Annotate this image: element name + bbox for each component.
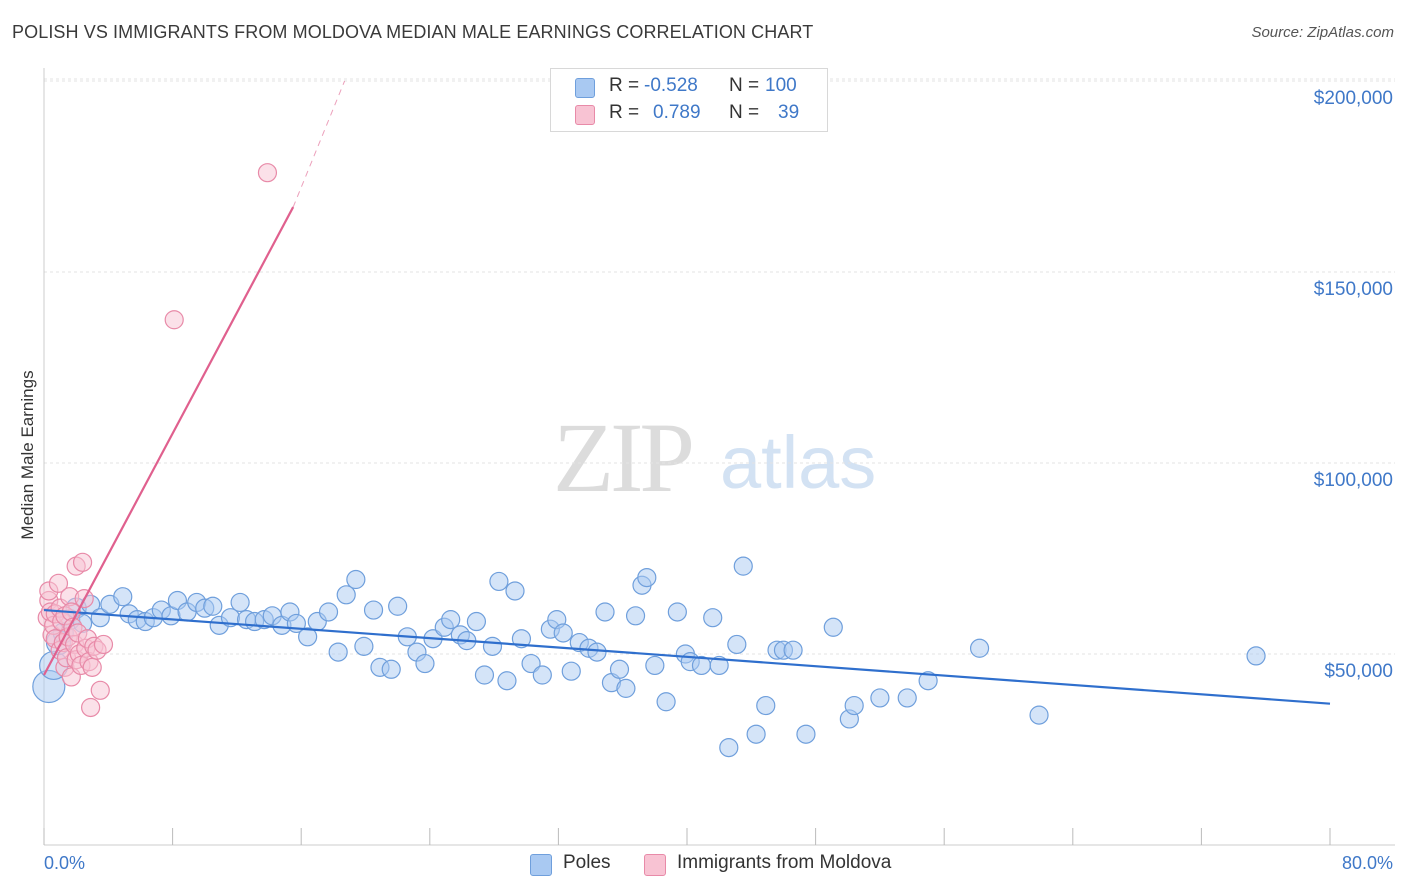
point-poles xyxy=(709,655,729,676)
legend-n-value: 100 xyxy=(765,75,797,96)
point-poles xyxy=(870,688,890,708)
point-poles xyxy=(113,587,133,607)
y-tick-label: $100,000 xyxy=(1314,470,1393,491)
point-moldova xyxy=(257,163,278,183)
point-poles xyxy=(756,695,776,716)
point-poles xyxy=(918,671,938,691)
point-poles xyxy=(203,596,223,616)
legend-n-value: 39 xyxy=(778,102,800,123)
point-poles xyxy=(1246,646,1266,666)
y-tick-label: $200,000 xyxy=(1314,88,1393,109)
point-poles xyxy=(645,655,665,676)
point-poles xyxy=(415,653,435,674)
point-poles xyxy=(733,556,753,576)
bottom-legend-swatch-poles xyxy=(530,854,552,876)
tick-labels: $50,000 $100,000 $150,000 $200,000 0.0% 80.0% xyxy=(44,88,1393,873)
point-poles xyxy=(505,581,525,601)
y-tick-label: $150,000 xyxy=(1314,279,1393,300)
x-tick-label-min: 0.0% xyxy=(44,853,85,873)
point-moldova xyxy=(48,573,69,593)
legend-row-moldova: R = 0.789 N = 39 xyxy=(551,102,827,128)
bottom-legend-label-poles: Poles xyxy=(563,852,611,873)
point-poles xyxy=(521,653,541,674)
legend-n-label: N = xyxy=(729,75,760,96)
point-poles xyxy=(616,678,636,698)
point-poles xyxy=(230,592,250,613)
point-moldova xyxy=(164,310,184,330)
point-moldova xyxy=(81,697,101,718)
point-poles xyxy=(553,623,573,643)
point-poles xyxy=(489,571,509,592)
point-poles xyxy=(727,634,747,655)
point-poles xyxy=(844,695,864,716)
point-moldova xyxy=(82,657,102,677)
point-poles xyxy=(783,640,803,660)
point-poles xyxy=(318,602,339,622)
legend-r-label: R = xyxy=(609,102,640,123)
point-poles xyxy=(497,671,517,691)
trend-lines xyxy=(43,80,1331,705)
point-poles xyxy=(388,596,408,616)
point-moldova xyxy=(72,552,93,572)
axes xyxy=(43,68,1395,846)
legend-row-poles: R = -0.528 N = 100 xyxy=(551,75,827,101)
legend-swatch-poles xyxy=(575,78,595,98)
point-poles xyxy=(1029,705,1049,725)
watermark-zip: ZIP xyxy=(553,402,695,513)
bottom-legend-swatch-moldova xyxy=(644,854,666,876)
point-poles xyxy=(363,600,384,620)
legend-swatch-moldova xyxy=(575,105,595,125)
y-tick-label: $50,000 xyxy=(1324,661,1393,682)
point-poles xyxy=(482,636,503,656)
point-poles xyxy=(625,606,646,626)
point-poles xyxy=(561,661,581,681)
point-poles xyxy=(532,665,552,685)
point-poles xyxy=(587,642,607,662)
point-poles xyxy=(719,737,739,758)
point-poles xyxy=(637,567,657,588)
point-poles xyxy=(466,611,487,632)
legend-r-value: -0.528 xyxy=(644,75,698,96)
legend-r-value: 0.789 xyxy=(653,102,701,123)
bottom-legend-label-moldova: Immigrants from Moldova xyxy=(677,852,892,873)
point-poles xyxy=(969,638,990,658)
point-poles xyxy=(823,617,843,637)
source-credit: Source: ZipAtlas.com xyxy=(1251,24,1394,41)
point-poles xyxy=(511,629,532,649)
point-poles xyxy=(746,724,766,744)
point-poles xyxy=(667,602,687,622)
legend-r-label: R = xyxy=(609,75,640,96)
point-poles xyxy=(298,627,318,647)
point-poles xyxy=(897,688,917,708)
point-poles xyxy=(354,636,374,656)
point-poles xyxy=(609,659,630,679)
trend-line-moldova xyxy=(43,206,295,676)
point-poles xyxy=(381,659,401,679)
grid-lines xyxy=(44,78,1395,655)
point-poles xyxy=(474,665,495,685)
point-poles xyxy=(703,608,723,628)
point-poles xyxy=(656,692,676,712)
correlation-legend: R = -0.528 N = 100 R = 0.789 N = 39 xyxy=(550,68,828,132)
point-moldova xyxy=(90,680,110,700)
x-tick-label-max: 80.0% xyxy=(1342,853,1393,873)
point-poles xyxy=(336,585,356,605)
trend-line-moldova-extension xyxy=(292,80,346,208)
trend-line-poles xyxy=(43,608,1331,705)
point-poles xyxy=(346,569,366,590)
point-moldova xyxy=(93,634,114,655)
data-points xyxy=(32,163,1266,758)
point-poles xyxy=(328,642,348,662)
legend-n-label: N = xyxy=(729,102,760,123)
chart-title: POLISH VS IMMIGRANTS FROM MOLDOVA MEDIAN… xyxy=(12,22,814,42)
point-poles xyxy=(595,602,615,622)
point-poles xyxy=(796,724,816,744)
point-poles xyxy=(441,610,461,630)
